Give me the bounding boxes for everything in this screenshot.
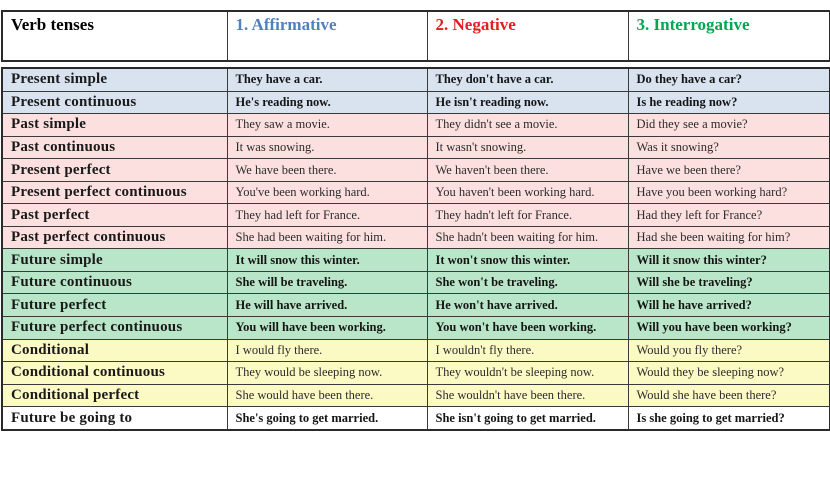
tense-cell: Present perfect continuous [1, 180, 228, 205]
table-row: Present perfect We have been there. We hav… [1, 158, 830, 182]
tense-cell: Future perfect [1, 293, 228, 317]
affirmative-cell: You've been working hard. [226, 180, 428, 205]
table-row: Past simple They saw a movie. They didn't … [1, 113, 830, 137]
tense-cell: Future be going to [1, 406, 228, 431]
table-row: Future perfect He will have arrived. He wo… [1, 293, 830, 317]
column-header-negative: 2. Negative [426, 10, 629, 62]
interrogative-cell: Would you fly there? [627, 338, 830, 363]
interrogative-cell: Did they see a movie? [627, 113, 830, 137]
tense-cell: Future perfect continuous [1, 315, 228, 340]
interrogative-cell: Is she going to get married? [627, 406, 830, 431]
interrogative-cell: Have you been working hard? [627, 180, 830, 205]
negative-cell: She won't be traveling. [426, 270, 629, 295]
negative-cell: It wasn't snowing. [426, 135, 629, 160]
affirmative-cell: They saw a movie. [226, 113, 428, 137]
affirmative-cell: She will be traveling. [226, 270, 428, 295]
tense-cell: Past continuous [1, 135, 228, 160]
interrogative-cell: Will it snow this winter? [627, 248, 830, 272]
table-row: Future be going to She's going to get mar… [1, 406, 830, 431]
column-header-verb-tenses: Verb tenses [1, 10, 228, 62]
affirmative-cell: They have a car. [226, 67, 428, 92]
affirmative-cell: They would be sleeping now. [226, 361, 428, 385]
affirmative-cell: I would fly there. [226, 338, 428, 363]
affirmative-cell: He's reading now. [226, 90, 428, 115]
column-header-affirmative: 1. Affirmative [226, 10, 428, 62]
interrogative-cell: Was it snowing? [627, 135, 830, 160]
negative-cell: She hadn't been waiting for him. [426, 225, 629, 250]
negative-cell: They wouldn't be sleeping now. [426, 361, 629, 385]
affirmative-cell: We have been there. [226, 158, 428, 182]
table-row: Past continuous It was snowing. It wasn't … [1, 135, 830, 160]
negative-cell: She wouldn't have been there. [426, 383, 629, 408]
negative-cell: You haven't been working hard. [426, 180, 629, 205]
verb-tenses-table: Verb tenses 1. Affirmative 2. Negative 3… [1, 10, 830, 431]
table-row: Past perfect They had left for France. The… [1, 203, 830, 227]
affirmative-cell: You will have been working. [226, 315, 428, 340]
interrogative-cell: Will he have arrived? [627, 293, 830, 317]
tense-cell: Future simple [1, 248, 228, 272]
negative-cell: They hadn't left for France. [426, 203, 629, 227]
negative-cell: They don't have a car. [426, 67, 629, 92]
interrogative-cell: Do they have a car? [627, 67, 830, 92]
tense-cell: Present simple [1, 67, 228, 92]
interrogative-cell: Will she be traveling? [627, 270, 830, 295]
interrogative-cell: Will you have been working? [627, 315, 830, 340]
table-row: Future simple It will snow this winter. It… [1, 248, 830, 272]
affirmative-cell: It will snow this winter. [226, 248, 428, 272]
table-row: Conditional perfect She would have been t… [1, 383, 830, 408]
negative-cell: It won't snow this winter. [426, 248, 629, 272]
affirmative-cell: They had left for France. [226, 203, 428, 227]
tense-cell: Conditional continuous [1, 361, 228, 385]
interrogative-cell: Would she have been there? [627, 383, 830, 408]
tense-cell: Future continuous [1, 270, 228, 295]
table-header: Verb tenses 1. Affirmative 2. Negative 3… [1, 10, 830, 62]
interrogative-cell: Would they be sleeping now? [627, 361, 830, 385]
negative-cell: They didn't see a movie. [426, 113, 629, 137]
negative-cell: I wouldn't fly there. [426, 338, 629, 363]
negative-cell: He isn't reading now. [426, 90, 629, 115]
interrogative-cell: Had she been waiting for him? [627, 225, 830, 250]
affirmative-cell: It was snowing. [226, 135, 428, 160]
tense-cell: Present perfect [1, 158, 228, 182]
column-header-interrogative: 3. Interrogative [627, 10, 830, 62]
interrogative-cell: Is he reading now? [627, 90, 830, 115]
table-row: Past perfect continuous She had been wait… [1, 225, 830, 250]
tense-cell: Past simple [1, 113, 228, 137]
tense-cell: Conditional perfect [1, 383, 228, 408]
affirmative-cell: She would have been there. [226, 383, 428, 408]
tense-cell: Present continuous [1, 90, 228, 115]
negative-cell: We haven't been there. [426, 158, 629, 182]
table-body: Present simple They have a car. They don't… [1, 67, 830, 431]
table-row: Conditional I would fly there. I wouldn't … [1, 338, 830, 363]
table-row: Present simple They have a car. They don't… [1, 67, 830, 92]
interrogative-cell: Had they left for France? [627, 203, 830, 227]
negative-cell: She isn't going to get married. [426, 406, 629, 431]
table-row: Future continuous She will be traveling. S… [1, 270, 830, 295]
table-row: Future perfect continuous You will have b… [1, 315, 830, 340]
table-row: Conditional continuous They would be slee… [1, 361, 830, 385]
tense-cell: Past perfect [1, 203, 228, 227]
interrogative-cell: Have we been there? [627, 158, 830, 182]
negative-cell: You won't have been working. [426, 315, 629, 340]
tense-cell: Past perfect continuous [1, 225, 228, 250]
affirmative-cell: He will have arrived. [226, 293, 428, 317]
affirmative-cell: She had been waiting for him. [226, 225, 428, 250]
table-row: Present continuous He's reading now. He is… [1, 90, 830, 115]
table-row: Present perfect continuous You've been wo… [1, 180, 830, 205]
affirmative-cell: She's going to get married. [226, 406, 428, 431]
negative-cell: He won't have arrived. [426, 293, 629, 317]
tense-cell: Conditional [1, 338, 228, 363]
